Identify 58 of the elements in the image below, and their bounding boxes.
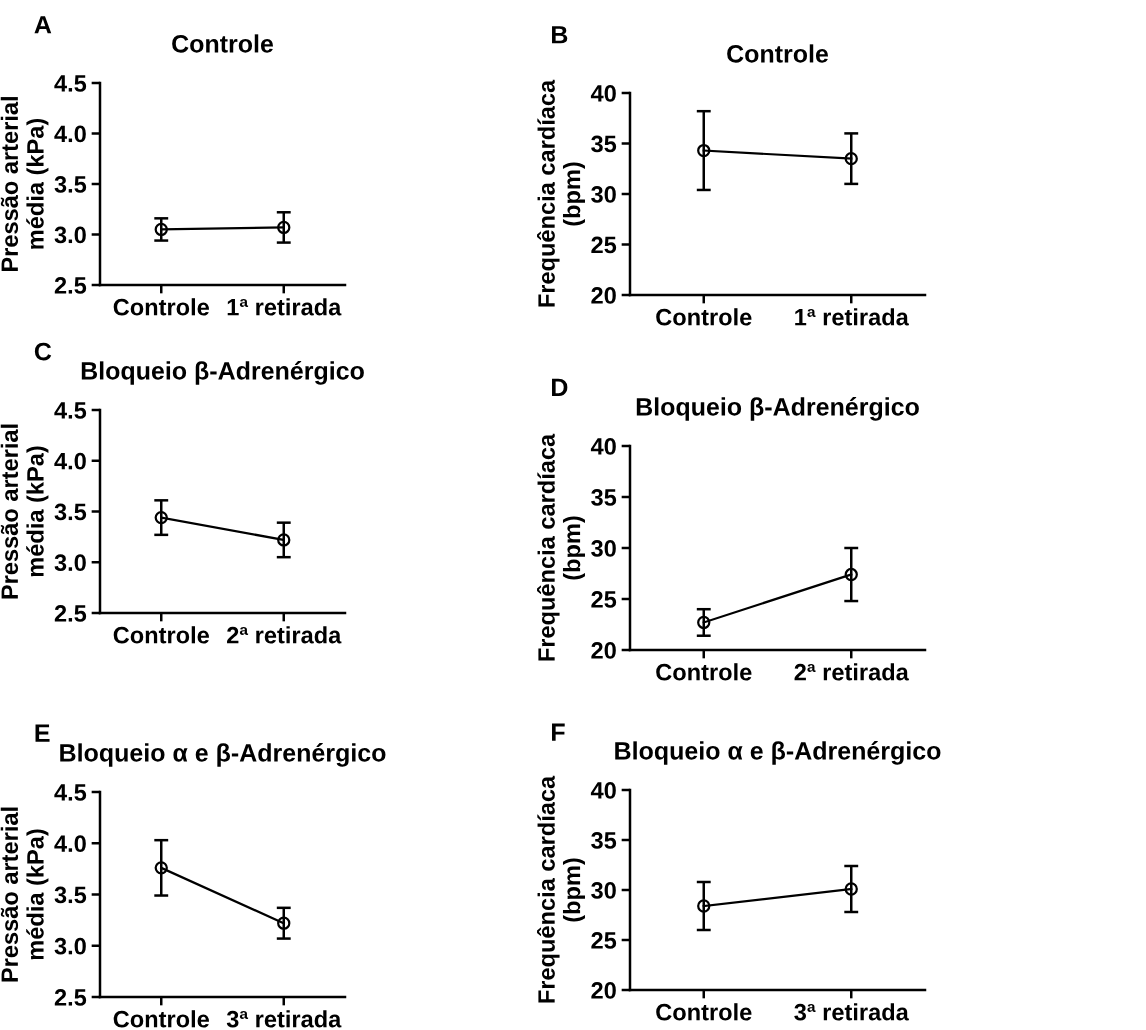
x-tick-label: 2ª retirada xyxy=(227,626,342,644)
text: E xyxy=(35,724,50,742)
y-tick-label: 30 xyxy=(591,186,616,203)
y-axis-title: Pressão arterial média (kPa) xyxy=(0,807,49,982)
y-tick-label: 25 xyxy=(591,236,617,254)
y-tick-label: 3.0 xyxy=(54,937,86,955)
chart-title: Controle xyxy=(172,34,274,53)
text: D xyxy=(552,378,568,396)
y-tick-label: 20 xyxy=(591,982,616,999)
y-tick-label: 4.0 xyxy=(54,452,86,470)
y-tick-label: 2.5 xyxy=(54,989,87,1006)
chart-title: Controle xyxy=(727,44,829,63)
y-tick-label: 3.5 xyxy=(54,176,87,193)
y-tick-label: 3.5 xyxy=(54,503,87,521)
y-tick-label: 40 xyxy=(590,85,616,102)
text: A xyxy=(34,16,52,34)
y-axis-title: Frequência cardíaca (bpm) xyxy=(537,433,585,661)
x-tick-label: Controle xyxy=(113,298,209,316)
chart-title: Bloqueio α e β-Adrenérgico xyxy=(60,743,386,767)
y-axis-title: Pressão arterial média (kPa) xyxy=(0,424,49,599)
x-tick-label: Controle xyxy=(113,1010,209,1028)
x-tick-label: 3ª retirada xyxy=(226,1010,342,1028)
y-tick-label: 4.5 xyxy=(54,784,87,801)
y-tick-label: 4.5 xyxy=(54,75,87,92)
y-tick-label: 35 xyxy=(591,489,617,506)
y-tick-label: 30 xyxy=(591,540,616,557)
y-tick-label: 25 xyxy=(591,932,617,949)
y-tick-label: 30 xyxy=(591,882,616,899)
chart-title: Bloqueio β-Adrenérgico xyxy=(636,397,919,421)
y-tick-label: 3.0 xyxy=(54,554,86,572)
y-tick-label: 4.0 xyxy=(54,125,86,143)
y-tick-label: 2.5 xyxy=(54,605,87,622)
y-tick-label: 4.0 xyxy=(54,835,86,853)
y-axis-title: Frequência cardíaca (bpm) xyxy=(537,775,585,1003)
chart-title: Bloqueio β-Adrenérgico xyxy=(81,361,364,385)
y-tick-label: 4.5 xyxy=(54,402,87,419)
x-tick-label: Controle xyxy=(656,1003,752,1021)
x-tick-label: 1ª retirada xyxy=(795,308,909,326)
y-axis-title: Frequência cardíaca (bpm) xyxy=(537,79,585,307)
y-tick-label: 35 xyxy=(591,135,617,153)
x-tick-label: 2ª retirada xyxy=(794,663,909,681)
y-axis-title: Pressão arterial média (kPa) xyxy=(0,97,49,272)
text: B xyxy=(552,26,568,44)
y-tick-label: 35 xyxy=(591,832,617,849)
chart-title: Bloqueio α e β-Adrenérgico xyxy=(615,741,941,765)
y-tick-label: 40 xyxy=(590,438,616,455)
y-tick-label: 3.0 xyxy=(54,226,86,244)
x-tick-label: Controle xyxy=(656,308,752,326)
x-tick-label: 1ª retirada xyxy=(227,298,342,316)
x-tick-label: 3ª retirada xyxy=(794,1003,909,1021)
y-tick-label: 3.5 xyxy=(54,886,87,904)
text: C xyxy=(34,342,52,361)
y-tick-label: 20 xyxy=(591,287,616,304)
y-tick-label: 25 xyxy=(591,591,617,608)
y-tick-label: 20 xyxy=(591,642,616,659)
text: F xyxy=(552,723,565,741)
y-tick-label: 2.5 xyxy=(54,277,87,294)
y-tick-label: 40 xyxy=(590,782,616,799)
